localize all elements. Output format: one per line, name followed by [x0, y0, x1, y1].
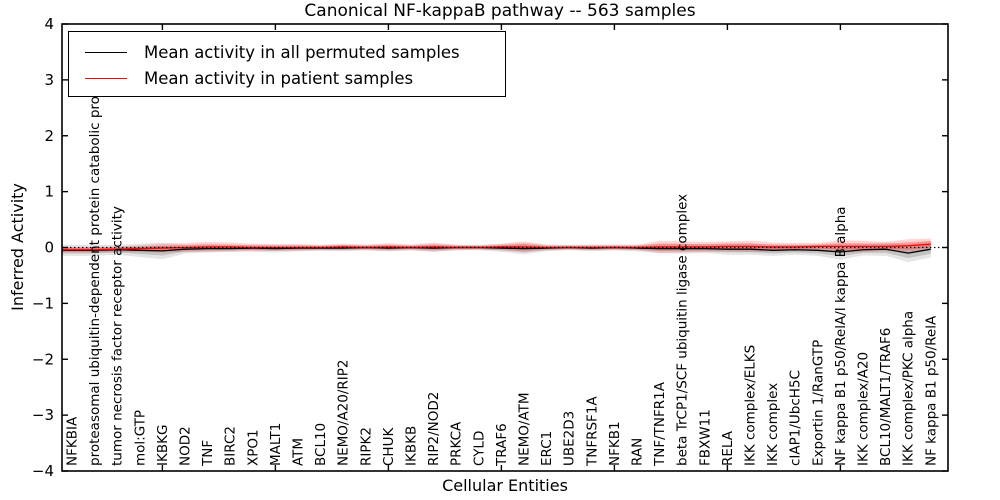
y-tick-label: −1 [32, 294, 54, 312]
y-tick-label: −4 [32, 462, 54, 480]
entity-label: FBXW11 [697, 409, 713, 466]
entity-label: XPO1 [245, 429, 261, 466]
patient-line-sample [85, 77, 127, 79]
legend-label-patient: Mean activity in patient samples [144, 68, 414, 88]
entity-label: IKK complex/PKC alpha [901, 311, 917, 466]
entity-label: BCL10 [313, 423, 329, 466]
entity-label: BIRC2 [223, 426, 239, 466]
y-tick-label: 1 [44, 183, 54, 201]
y-tick-label: 3 [44, 71, 54, 89]
entity-label: RIP2/NOD2 [426, 392, 442, 466]
entity-label: Exportin 1/RanGTP [810, 340, 826, 466]
entity-label: NEMO/A20/RIP2 [336, 359, 352, 466]
y-tick-label: −3 [32, 406, 54, 424]
entity-label: tumor necrosis factor receptor activity [110, 206, 126, 466]
entity-label: IKBKG [155, 425, 171, 466]
entity-label: UBE2D3 [562, 411, 578, 466]
entity-label: TRAF6 [494, 423, 510, 467]
entity-label: MALT1 [268, 423, 284, 466]
entity-label: IKK complex/ELKS [743, 345, 759, 466]
entity-label: RIPK2 [358, 427, 374, 466]
entity-label: CHUK [381, 427, 397, 466]
entity-label: IKK complex/A20 [856, 352, 872, 466]
entity-label: mol:GTP [132, 410, 148, 466]
y-tick-label: −2 [32, 350, 54, 368]
entity-label: IKK complex [765, 383, 781, 466]
y-tick-label: 0 [44, 239, 54, 257]
entity-label: NFKBIA [65, 416, 81, 466]
entity-label: NFKB1 [607, 421, 623, 466]
entity-label: RELA [720, 430, 736, 466]
entity-label: NEMO/ATM [517, 392, 533, 466]
entity-label: RAN [630, 438, 646, 466]
entity-label: CYLD [471, 431, 487, 466]
x-axis-label: Cellular Entities [442, 476, 568, 495]
y-tick-label: 4 [44, 15, 54, 33]
entity-label: NF kappa B1 p50/RelA/I kappa B alpha [833, 206, 849, 466]
entity-label: TNF [200, 440, 216, 467]
legend-entry-patient: Mean activity in patient samples [85, 65, 505, 91]
entity-label: TNF/TNFR1A [652, 381, 668, 467]
entity-label: proteasomal ubiquitin-dependent protein … [87, 96, 103, 466]
y-axis-label: Inferred Activity [8, 183, 27, 311]
entity-label: cIAP1/UbcH5C [788, 370, 804, 466]
legend-label-permuted: Mean activity in all permuted samples [144, 42, 460, 62]
entity-label: BCL10/MALT1/TRAF6 [878, 328, 894, 466]
permuted-line-sample [85, 51, 127, 53]
legend-box: Mean activity in all permuted samples Me… [68, 31, 506, 97]
entity-label: NOD2 [178, 426, 194, 466]
entity-label: beta TrCP1/SCF ubiquitin ligase complex [675, 194, 691, 466]
entity-label: ERC1 [539, 431, 555, 466]
entity-label: ATM [291, 438, 307, 466]
entity-label: PRKCA [449, 421, 465, 466]
chart-title: Canonical NF-kappaB pathway -- 563 sampl… [304, 1, 696, 21]
entity-label: TNFRSF1A [584, 396, 600, 467]
legend-entry-permuted: Mean activity in all permuted samples [85, 39, 505, 65]
entity-label: IKBKB [404, 426, 420, 466]
y-tick-label: 2 [44, 127, 54, 145]
entity-label: NF kappa B1 p50/RelA [923, 315, 939, 466]
